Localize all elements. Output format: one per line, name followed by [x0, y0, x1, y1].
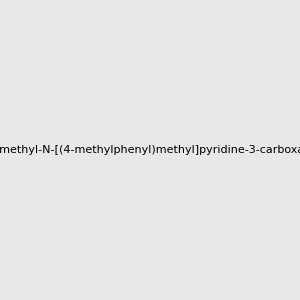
- Text: N,6-dimethyl-N-[(4-methylphenyl)methyl]pyridine-3-carboxamide: N,6-dimethyl-N-[(4-methylphenyl)methyl]p…: [0, 145, 300, 155]
